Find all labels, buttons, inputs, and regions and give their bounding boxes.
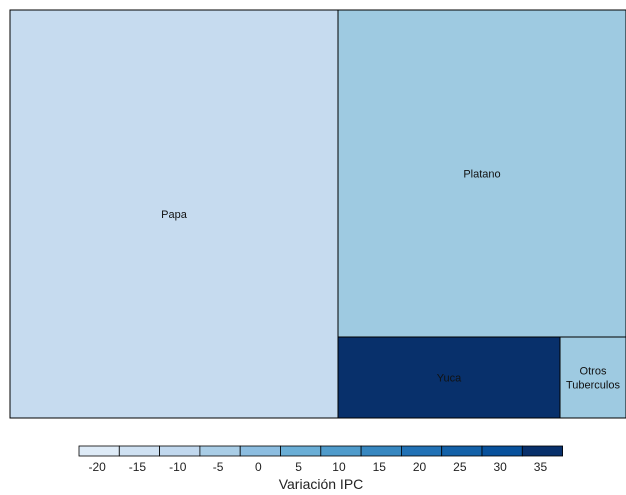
- legend-tick-label: 15: [373, 460, 387, 474]
- legend-cell: [78, 445, 120, 457]
- tile-rect: [559, 336, 626, 419]
- tile-label: Otros: [580, 366, 607, 378]
- legend-cell: [481, 445, 523, 457]
- tile-otros-tuberculos: Otros Tuberculos: [559, 336, 626, 419]
- legend-tick-label: 25: [453, 460, 467, 474]
- tile-rect: [9, 9, 339, 419]
- legend-cells: [78, 445, 563, 457]
- legend-cell: [400, 445, 443, 457]
- treemap-frame: [9, 9, 626, 419]
- tile-label: Papa: [161, 209, 188, 221]
- legend-cell: [360, 445, 402, 457]
- legend-cell: [239, 445, 281, 457]
- legend-cell: [199, 445, 241, 457]
- legend-tick-label: -15: [129, 460, 147, 474]
- legend-tick-label: 10: [332, 460, 346, 474]
- legend-tick-label: -5: [213, 460, 224, 474]
- legend-tick-label: 30: [493, 460, 507, 474]
- legend-cell: [320, 445, 362, 457]
- legend-cell: [159, 445, 201, 457]
- legend-tick-label: 0: [255, 460, 262, 474]
- legend-cell: [441, 445, 483, 457]
- tile-yuca: Yuca: [337, 336, 561, 419]
- legend-tick-label: -10: [169, 460, 187, 474]
- legend-tick-label: -20: [88, 460, 106, 474]
- tile-rect: [337, 9, 626, 338]
- treemap-tiles: Papa Platano Yuca Otros Tuberculos: [9, 9, 626, 419]
- legend-cell: [521, 445, 563, 457]
- tile-label: Platano: [463, 169, 500, 181]
- legend-ticks: -20 -15 -10 -5 0 5 10 15 20 25 30 35: [88, 460, 547, 474]
- tile-label: Yuca: [437, 373, 462, 385]
- legend-title: Variación IPC: [279, 476, 364, 492]
- legend-tick-label: 35: [534, 460, 548, 474]
- tile-platano: Platano: [337, 9, 626, 338]
- legend-cell: [118, 445, 161, 457]
- tile-label: Tuberculos: [566, 380, 621, 392]
- color-legend: -20 -15 -10 -5 0 5 10 15 20 25 30 35 Variación IPC: [78, 445, 563, 492]
- legend-cell: [280, 445, 322, 457]
- legend-tick-label: 5: [295, 460, 302, 474]
- legend-tick-label: 20: [413, 460, 427, 474]
- tile-papa: Papa: [9, 9, 339, 419]
